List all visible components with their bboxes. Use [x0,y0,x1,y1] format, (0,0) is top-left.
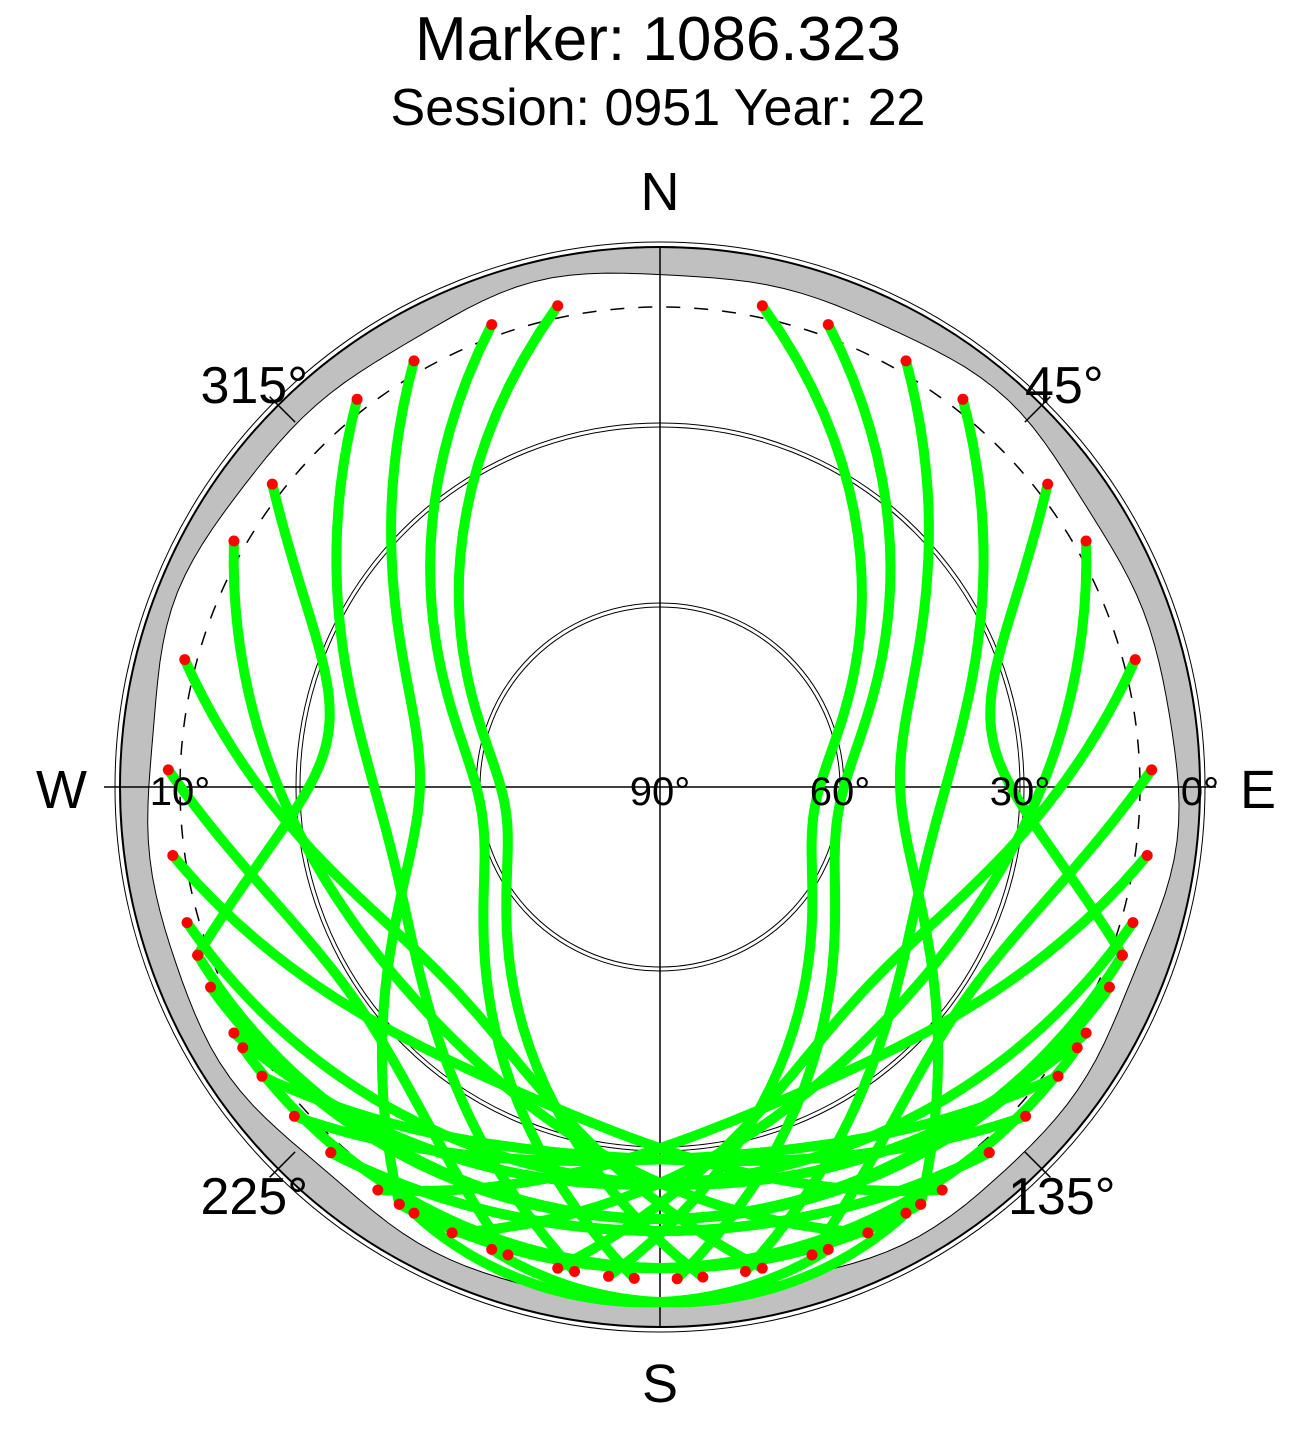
endpoint-14-1 [671,1273,683,1285]
label-elevation-90: 90° [630,770,691,814]
label-azimuth-45: 45° [1025,357,1104,415]
endpoint-4-0 [179,654,191,666]
track-1 [425,319,640,1284]
endpoint-7-0 [181,917,193,929]
satellite-tracks [163,300,1157,1308]
label-elevation-30: 30° [990,770,1051,814]
endpoint-17-0 [1129,654,1141,666]
label-elevation-60: 60° [810,770,871,814]
endpoint-0-1 [697,1271,709,1283]
endpoint-2-0 [351,393,363,405]
endpoint-15-1 [739,1266,751,1278]
endpoint-3-0 [228,535,240,547]
endpoint-22-1 [288,1110,300,1122]
endpoint-9-0 [256,1070,268,1082]
endpoint-23-0 [983,1147,995,1159]
endpoint-17-1 [552,1262,564,1274]
label-east: E [1240,760,1276,820]
endpoint-5-0 [162,764,174,776]
endpoint-13-0 [756,300,768,312]
endpoint-27-0 [900,355,912,367]
track-26 [376,355,425,1210]
endpoint-29-1 [1116,949,1128,961]
endpoint-27-1 [915,1198,927,1210]
endpoint-26-1 [393,1198,405,1210]
endpoint-4-1 [756,1262,768,1274]
track-24 [237,1042,926,1274]
endpoint-12-0 [486,1243,498,1255]
endpoint-13-1 [603,1270,615,1282]
plot-labels: N S W E 45° 135° 225° 315° 10° 90° 60° 30° 0° [36,162,1276,1414]
endpoint-18-0 [1146,764,1158,776]
label-north: N [641,162,680,222]
track-2 [331,394,580,1277]
endpoint-21-0 [1103,981,1115,993]
endpoint-0-0 [552,300,564,312]
endpoint-18-1 [806,1249,818,1261]
endpoint-26-0 [408,355,420,367]
endpoint-12-1 [900,1207,912,1219]
azimuth-tick-315 [269,396,296,423]
track-18 [807,764,1157,1260]
track-13 [603,300,867,1282]
endpoint-9-1 [1020,1110,1032,1122]
label-azimuth-315: 315° [200,357,308,415]
track-29 [985,479,1128,961]
label-azimuth-135: 135° [1008,1168,1116,1226]
endpoint-5-1 [502,1249,514,1261]
endpoint-25-0 [822,1243,834,1255]
azimuth-tick-135 [1024,1151,1051,1178]
endpoint-23-1 [325,1147,337,1159]
label-south: S [642,1354,678,1414]
track-28 [192,479,335,961]
label-west: W [36,760,87,820]
track-22 [289,1071,1063,1166]
endpoint-16-1 [446,1227,458,1239]
track-17 [552,654,1141,1274]
track-15 [740,394,989,1277]
label-azimuth-225: 225° [200,1168,308,1226]
chart-subtitle: Session: 0951 Year: 22 [390,79,926,137]
endpoint-1-1 [628,1272,640,1284]
track-25 [409,1208,834,1308]
endpoint-6-1 [936,1184,948,1196]
label-elevation-10: 10° [150,770,211,814]
endpoint-6-0 [167,849,179,861]
endpoint-20-0 [1127,917,1139,929]
endpoint-28-1 [192,949,204,961]
endpoint-7-1 [1080,1027,1092,1039]
endpoint-8-0 [205,981,217,993]
endpoint-16-0 [1080,535,1092,547]
track-21 [192,950,1115,1225]
endpoint-24-1 [237,1042,249,1054]
track-27 [895,355,944,1210]
track-23 [325,1147,995,1236]
endpoint-22-0 [1052,1070,1064,1082]
endpoint-29-0 [1042,478,1054,490]
endpoint-1-0 [486,319,498,331]
endpoint-25-1 [408,1207,420,1219]
azimuth-tick-225 [269,1151,296,1178]
endpoint-3-1 [862,1227,874,1239]
chart-title: Marker: 1086.323 [415,5,901,74]
track-endpoints [162,300,1158,1285]
endpoint-19-1 [372,1184,384,1196]
label-elevation-0: 0° [1181,770,1219,814]
azimuth-tick-45 [1024,396,1051,423]
endpoint-15-0 [957,393,969,405]
endpoint-14-0 [822,319,834,331]
endpoint-11-1 [1071,1042,1083,1054]
endpoint-19-0 [1141,849,1153,861]
endpoint-20-1 [228,1027,240,1039]
track-14 [672,319,896,1284]
track-20 [228,917,1138,1190]
endpoint-2-1 [569,1266,581,1278]
endpoint-28-0 [266,478,278,490]
track-0 [453,300,708,1283]
